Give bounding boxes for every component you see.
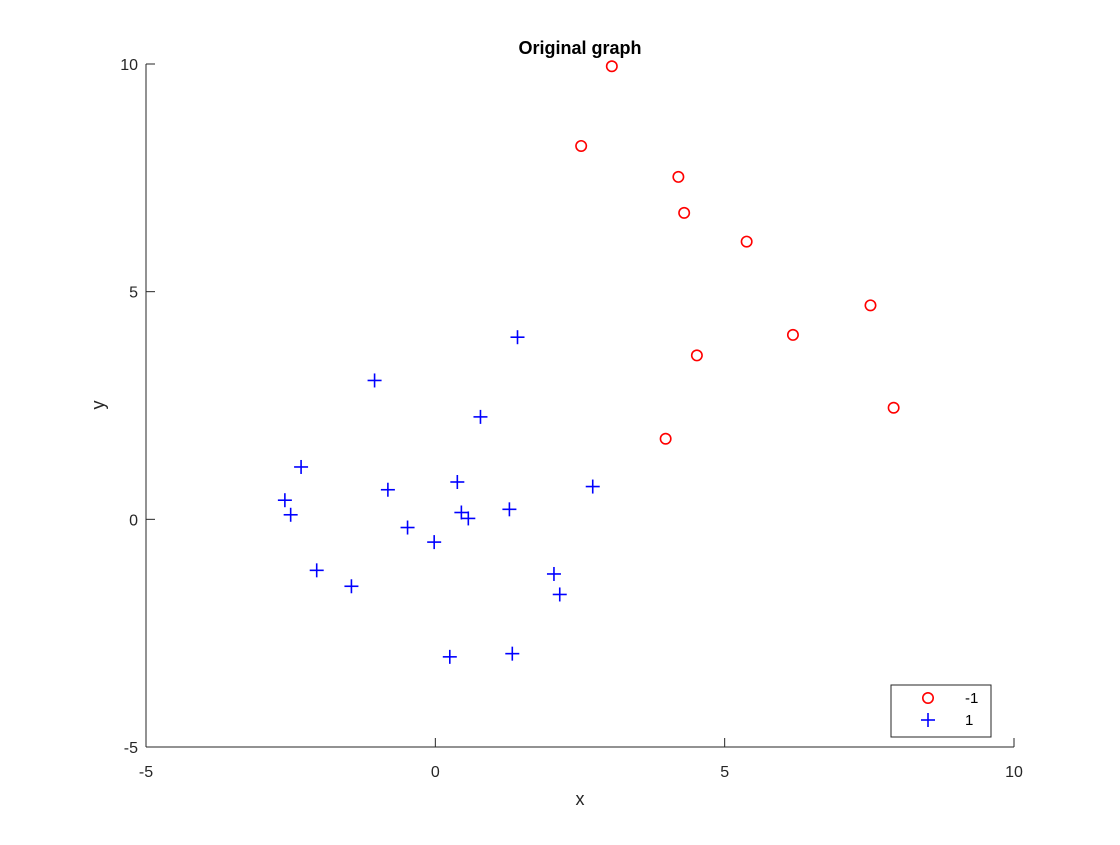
data-point-circle	[605, 60, 618, 73]
data-point-plus	[450, 474, 465, 489]
data-point-plus	[585, 479, 600, 494]
data-point-circle	[690, 349, 703, 362]
y-tick-label: 0	[129, 512, 138, 529]
x-tick-label: -5	[139, 764, 153, 781]
legend-label-series-2: 1	[965, 712, 973, 729]
data-point-circle	[864, 299, 877, 312]
data-point-circle	[786, 328, 799, 341]
legend-box	[890, 684, 992, 738]
y-tick-label: -5	[124, 740, 138, 757]
data-points	[277, 60, 900, 664]
legend-circle-icon	[921, 691, 934, 704]
data-point-plus	[442, 649, 457, 664]
data-point-plus	[344, 579, 359, 594]
ticks: -5 0 5 10 -5 0 5 10	[120, 57, 1023, 781]
data-point-plus	[552, 587, 567, 602]
data-point-plus	[400, 520, 415, 535]
data-point-plus	[510, 330, 525, 345]
data-point-circle	[659, 432, 672, 445]
data-point-plus	[283, 507, 298, 522]
data-point-circle	[575, 139, 588, 152]
y-axis-label: y	[88, 401, 108, 410]
data-point-plus	[505, 646, 520, 661]
y-tick-label: 10	[120, 57, 138, 74]
data-point-plus	[309, 563, 324, 578]
data-point-plus	[380, 482, 395, 497]
data-point-plus	[294, 459, 309, 474]
x-tick-label: 10	[1005, 764, 1023, 781]
data-point-plus	[277, 493, 292, 508]
legend: -1 1	[890, 684, 992, 738]
chart-title: Original graph	[518, 38, 641, 58]
data-point-circle	[678, 206, 691, 219]
y-tick-label: 5	[129, 285, 138, 302]
data-point-circle	[740, 235, 753, 248]
x-tick-label: 0	[431, 764, 440, 781]
x-tick-label: 5	[720, 764, 729, 781]
data-point-plus	[461, 511, 476, 526]
data-point-plus	[502, 502, 517, 517]
data-point-circle	[887, 401, 900, 414]
data-point-plus	[473, 409, 488, 424]
data-point-plus	[454, 505, 469, 520]
data-point-plus	[427, 535, 442, 550]
x-axis-label: x	[576, 789, 585, 809]
data-point-plus	[367, 373, 382, 388]
data-point-circle	[672, 170, 685, 183]
legend-plus-icon	[921, 713, 935, 727]
axes	[145, 64, 1014, 748]
data-point-plus	[546, 566, 561, 581]
legend-label-series-1: -1	[965, 690, 978, 707]
